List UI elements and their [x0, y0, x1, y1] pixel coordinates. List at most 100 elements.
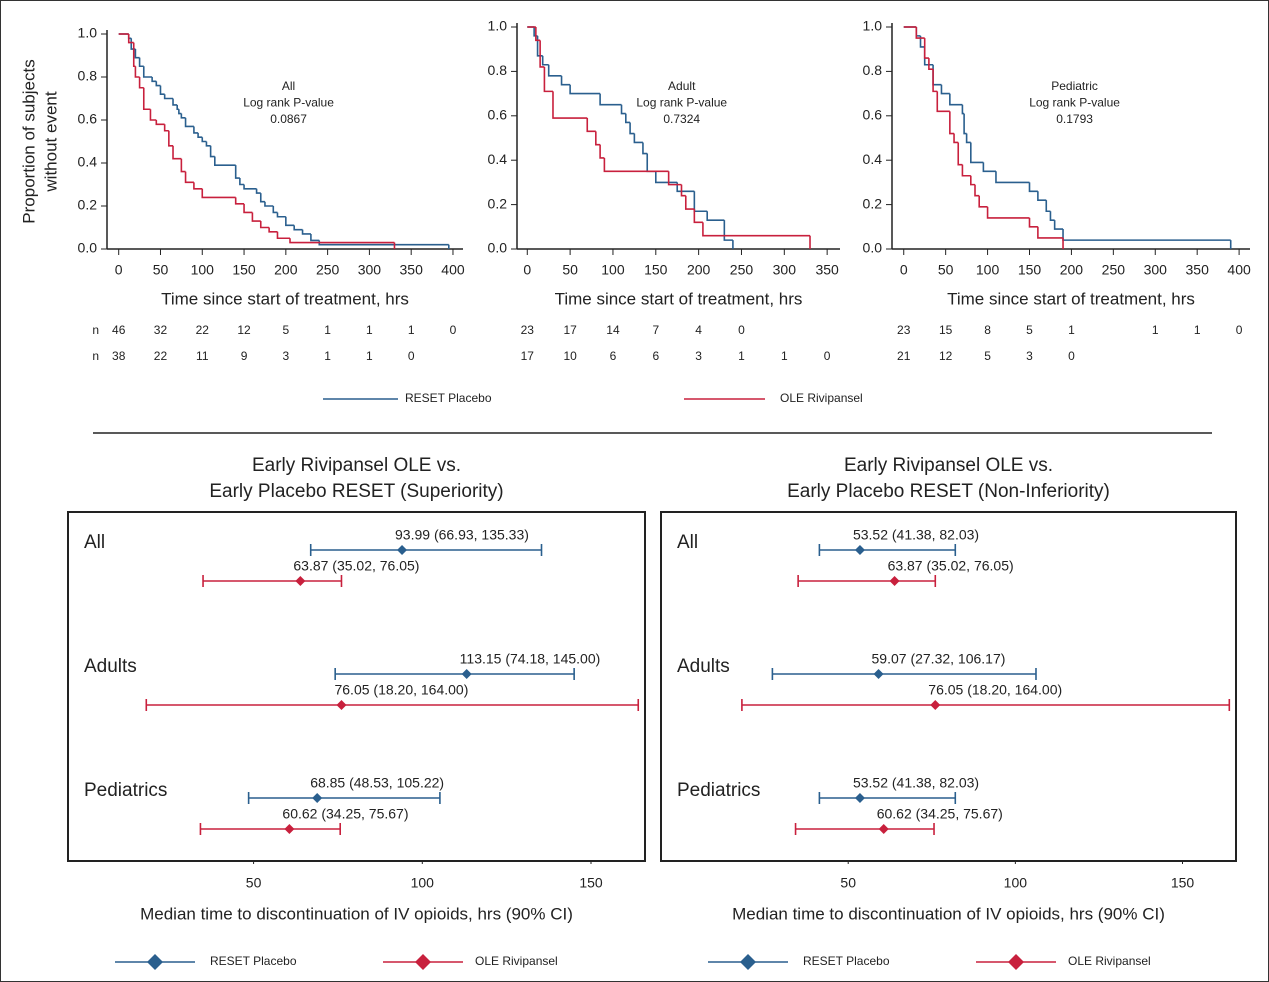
y-tick-label: 0.8 [78, 68, 98, 84]
x-tick-label: 200 [687, 262, 711, 278]
annotation: Adult [668, 79, 696, 93]
survival-step [134, 66, 140, 78]
x-tick-label: 50 [840, 875, 856, 891]
survival-step [706, 211, 725, 221]
survival-step [642, 142, 648, 155]
y-tick-label: 0.0 [863, 240, 883, 256]
survival-step [163, 124, 169, 132]
median-marker [873, 669, 884, 679]
chart-title: Early Placebo RESET (Non-Inferiority) [787, 481, 1110, 502]
survival-step [184, 171, 194, 184]
survival-step [978, 195, 988, 208]
x-tick-label: 50 [153, 262, 169, 278]
survival-step [633, 133, 643, 144]
at-risk-count: 15 [939, 323, 953, 337]
survival-step [172, 145, 182, 160]
survival-step [723, 220, 733, 241]
y-tick-label: 1.0 [488, 18, 508, 34]
y-tick-label: 0.0 [488, 240, 508, 256]
annotation: 0.1793 [1056, 112, 1093, 126]
survival-step [1062, 229, 1231, 241]
at-risk-count: 1 [324, 323, 331, 337]
legend-label: OLE Rivipansel [780, 391, 863, 405]
legend-label: RESET Placebo [803, 954, 890, 968]
x-tick-label: 50 [562, 262, 578, 278]
at-risk-count: 22 [196, 323, 210, 337]
x-tick-label: 350 [1186, 262, 1210, 278]
survival-step [276, 231, 291, 240]
survival-step [599, 93, 622, 106]
survival-step [536, 35, 543, 57]
survival-step [251, 212, 261, 222]
survival-step [646, 153, 656, 173]
legend-marker [740, 954, 756, 970]
value-label: 59.07 (27.32, 106.17) [872, 651, 1006, 667]
x-tick-label: 100 [601, 262, 625, 278]
median-marker [336, 700, 347, 710]
at-risk-count: 1 [408, 323, 415, 337]
at-risk-count: 3 [282, 349, 289, 363]
survival-step [654, 171, 678, 184]
survival-step [197, 132, 203, 138]
survival-step [193, 182, 203, 190]
survival-step [142, 87, 151, 111]
survival-step [234, 197, 245, 205]
survival-step [693, 209, 703, 224]
value-label: 53.52 (41.38, 82.03) [853, 527, 979, 543]
y-tick-label: 0.6 [488, 107, 508, 123]
survival-step [603, 157, 669, 173]
survival-step [310, 233, 320, 242]
survival-step [957, 142, 963, 166]
at-risk-count: 10 [563, 349, 577, 363]
survival-step [272, 206, 278, 214]
at-risk-count: 8 [984, 323, 991, 337]
survival-step [180, 158, 186, 173]
survival-step [595, 131, 601, 146]
y-tick-label: 0.8 [863, 62, 883, 78]
y-tick-label: 1.0 [863, 18, 883, 34]
annotation: 0.7324 [663, 112, 700, 126]
survival-step [693, 191, 708, 213]
survival-step [620, 104, 626, 115]
survival-step [138, 77, 144, 89]
at-risk-count: 3 [1026, 349, 1033, 363]
at-risk-count: 3 [695, 349, 702, 363]
survival-step [159, 85, 165, 95]
survival-step [995, 171, 1030, 184]
survival-step [974, 184, 980, 197]
category-label: Pediatrics [84, 780, 167, 801]
x-tick-label: 250 [1102, 262, 1126, 278]
survival-step [285, 216, 295, 227]
y-axis-label: Proportion of subjects [19, 59, 38, 223]
at-risk-label: n [92, 349, 99, 363]
category-label: Adults [677, 656, 730, 677]
x-axis-label: Time since start of treatment, hrs [161, 289, 409, 308]
at-risk-count: 0 [450, 323, 457, 337]
survival-step [293, 225, 303, 231]
survival-step [268, 227, 278, 233]
survival-step [680, 184, 686, 197]
median-marker [284, 824, 295, 834]
y-tick-label: 0.8 [488, 62, 508, 78]
survival-step [569, 84, 601, 95]
survival-step [702, 222, 811, 237]
survival-step [936, 91, 950, 113]
survival-step [1037, 226, 1064, 239]
survival-step [149, 109, 157, 121]
survival-step [970, 142, 984, 164]
at-risk-count: 1 [738, 349, 745, 363]
median-marker [878, 824, 889, 834]
annotation: Log rank P-value [243, 96, 334, 110]
survival-step [127, 34, 134, 44]
annotation: Log rank P-value [636, 96, 727, 110]
category-label: Pediatrics [677, 780, 760, 801]
x-tick-label: 100 [1004, 875, 1028, 891]
x-tick-label: 350 [815, 262, 839, 278]
survival-step [932, 64, 942, 86]
survival-step [949, 93, 963, 106]
survival-step [625, 113, 631, 124]
survival-step [259, 193, 265, 203]
at-risk-count: 14 [606, 323, 620, 337]
x-tick-label: 100 [191, 262, 215, 278]
survival-step [963, 113, 967, 135]
